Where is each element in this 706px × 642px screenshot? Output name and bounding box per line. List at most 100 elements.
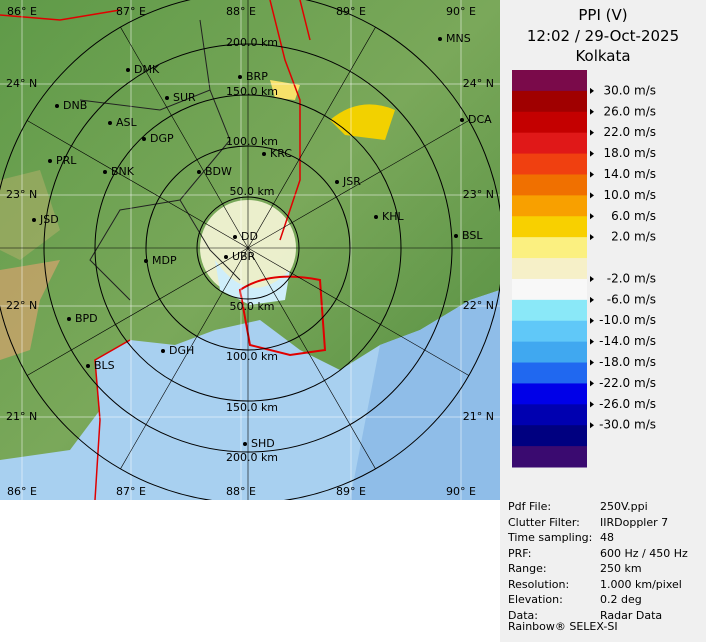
info-value: 250V.ppi — [600, 500, 648, 513]
city-label: BSL — [462, 229, 483, 242]
city-dot — [335, 180, 339, 184]
legend-label: 22.0 m/s — [603, 125, 656, 139]
terrain — [0, 260, 60, 360]
city-label: DMK — [134, 63, 160, 76]
range-label: 100.0 km — [226, 350, 278, 363]
legend-swatch — [512, 195, 587, 217]
legend-swatch — [512, 258, 587, 280]
range-label: 200.0 km — [226, 36, 278, 49]
azimuth-line — [247, 120, 469, 249]
lat-label: 24° N — [6, 77, 37, 90]
azimuth-line — [27, 120, 249, 249]
info-key: PRF: — [508, 546, 532, 560]
legend-label: 14.0 m/s — [603, 167, 656, 181]
legend-tick — [590, 129, 594, 136]
azimuth-line — [27, 247, 249, 376]
info-key: Resolution: — [508, 577, 570, 591]
legend-swatch — [512, 446, 587, 468]
legend-label: 18.0 m/s — [603, 146, 656, 160]
legend-label: -30.0 m/s — [599, 418, 656, 432]
legend-swatch — [512, 341, 587, 364]
range-label: 150.0 km — [226, 85, 278, 98]
color-legend: 30.0 m/s 26.0 m/s 22.0 m/s 18.0 m/s 14.0 m/s… — [512, 70, 656, 468]
azimuth-line — [120, 247, 249, 469]
range-label: 50.0 km — [229, 300, 274, 313]
city-dot — [144, 259, 148, 263]
legend-tick — [590, 275, 594, 282]
city-dot — [86, 364, 90, 368]
legend-tick — [590, 380, 594, 387]
legend-label: -18.0 m/s — [599, 355, 656, 369]
border — [0, 0, 311, 500]
legend-tick — [590, 150, 594, 157]
legend-label: -2.0 m/s — [607, 271, 656, 285]
city-dot — [460, 118, 464, 122]
legend-tick — [590, 338, 594, 345]
side-panel: PPI (V) 12:02 / 29-Oct-2025 Kolkata 30.0… — [500, 0, 706, 642]
city-dot — [67, 317, 71, 321]
city-label: DCA — [468, 113, 492, 126]
footer: Rainbow® SELEX-SI — [508, 620, 618, 633]
azimuth-line — [247, 247, 469, 376]
azimuth-line — [247, 27, 376, 249]
city-dot — [243, 442, 247, 446]
legend-tick — [590, 87, 594, 94]
lon-label: 88° E — [226, 5, 256, 18]
city-dot — [454, 234, 458, 238]
info-value: 600 Hz / 450 Hz — [600, 546, 688, 560]
range-rings — [0, 0, 500, 500]
legend-tick — [590, 422, 594, 429]
city-label: BNK — [111, 165, 135, 178]
city-label: DGH — [169, 344, 194, 357]
lon-label: 87° E — [116, 485, 146, 498]
legend-label: -26.0 m/s — [599, 397, 656, 411]
info-key: Range: — [508, 562, 547, 575]
city-label: KRC — [270, 147, 292, 160]
lat-label: 23° N — [6, 188, 37, 201]
legend-tick — [590, 317, 594, 324]
city-dot — [238, 75, 242, 79]
legend-swatch — [512, 174, 587, 196]
legend-swatch — [512, 383, 587, 405]
site-name: Kolkata — [575, 47, 631, 65]
legend-label: -6.0 m/s — [607, 292, 656, 306]
city-dot — [438, 37, 442, 41]
lat-label: 24° N — [463, 77, 494, 90]
lat-label: 22° N — [6, 299, 37, 312]
info-value: 250 km — [600, 562, 642, 575]
legend-swatch — [512, 237, 587, 259]
map-labels: 86° E 87° E 88° E 89° E 90° E 86° E 87° E 88° E… — [6, 5, 494, 498]
city-dot — [197, 170, 201, 174]
city-label: SUR — [173, 91, 196, 104]
lon-label: 87° E — [116, 5, 146, 18]
city-dot — [374, 215, 378, 219]
lat-label: 22° N — [463, 299, 494, 312]
city-label: MDP — [152, 254, 177, 267]
lon-label: 89° E — [336, 5, 366, 18]
city-label: DD — [241, 230, 258, 243]
legend-swatch — [512, 70, 587, 92]
lon-label: 90° E — [446, 485, 476, 498]
legend-tick — [590, 171, 594, 178]
lat-label: 23° N — [463, 188, 494, 201]
info-key: Clutter Filter: — [508, 515, 580, 529]
range-label: 200.0 km — [226, 451, 278, 464]
city-dot — [108, 121, 112, 125]
city-dot — [103, 170, 107, 174]
city-label: ASL — [116, 116, 138, 129]
echo — [270, 80, 300, 100]
city-label: BDW — [205, 165, 232, 178]
city-label: BLS — [94, 359, 115, 372]
legend-swatch — [512, 362, 587, 384]
sea — [350, 290, 500, 500]
lon-label: 90° E — [446, 5, 476, 18]
city-label: BPD — [75, 312, 98, 325]
legend-tick — [590, 192, 594, 199]
city-label: DNB — [63, 99, 87, 112]
legend-label: -22.0 m/s — [599, 376, 656, 390]
info-value: Radar Data — [600, 608, 663, 622]
legend-swatch — [512, 111, 587, 134]
info-value: 0.2 deg — [600, 593, 642, 606]
city-label: UBR — [232, 250, 256, 263]
range-label: 50.0 km — [229, 185, 274, 198]
